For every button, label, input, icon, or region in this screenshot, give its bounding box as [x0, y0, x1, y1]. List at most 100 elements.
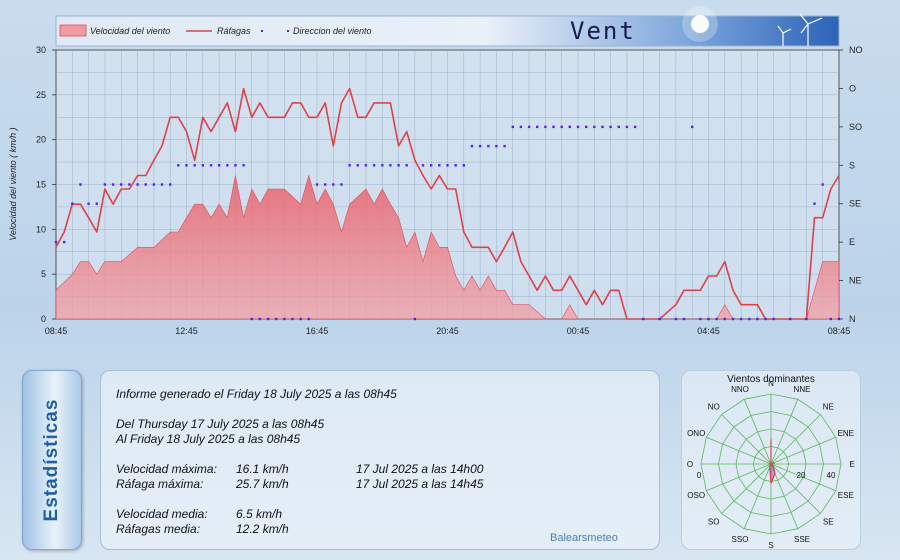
direction-point [576, 125, 580, 129]
rose-dir-label: ONO [687, 429, 705, 438]
x-tick-time: 12:45 [175, 326, 198, 336]
direction-point [658, 317, 661, 321]
direction-point [87, 202, 90, 205]
rose-dir-label: SSO [732, 535, 749, 544]
direction-point [217, 164, 221, 167]
direction-point [324, 183, 327, 186]
direction-point [120, 183, 123, 186]
direction-point [315, 183, 319, 186]
direction-point [283, 317, 286, 321]
y2-tick-label: SO [849, 122, 862, 132]
direction-point [128, 183, 131, 186]
direction-point [266, 317, 270, 321]
direction-point [731, 317, 735, 321]
direction-point [299, 317, 302, 321]
wind-rose-panel: Vientos dominantes N NNE NE ENE E ESE SE SSE S SS… [681, 370, 861, 550]
direction-point [136, 183, 139, 186]
speed-area-path [55, 174, 840, 320]
wind-rose: Vientos dominantes N NNE NE ENE E ESE SE SSE S SS… [687, 374, 855, 550]
x-tick-date: 18/07 [697, 339, 720, 340]
rose-dir-label: NNO [731, 385, 749, 394]
y-tick-label: 10 [36, 224, 46, 234]
wind-chart: 0 5 10 15 20 25 30 N NE E SE S SO O NO 08:45 17/07 12:4… [8, 13, 863, 340]
report-to: Al Friday 18 July 2025 a las 08h45 [116, 432, 301, 446]
rose-dir-label: SO [708, 517, 720, 526]
direction-points [54, 125, 841, 321]
statistics-tab-label: Estadísticas [41, 398, 62, 522]
rose-scale-labels: 0 20 40 [697, 471, 836, 480]
rose-spoke [721, 414, 772, 465]
legend-speed-label: Velocidad del viento [90, 26, 170, 36]
max-gust-label: Ráfaga máxima: [116, 477, 204, 491]
direction-point [250, 317, 253, 321]
rose-spoke [743, 399, 772, 465]
max-speed-value: 16.1 km/h [236, 462, 289, 476]
direction-point [764, 317, 767, 321]
direction-point [152, 183, 156, 186]
direction-point [829, 317, 832, 321]
wind-turbine-icon [777, 13, 823, 46]
direction-point [748, 317, 751, 321]
rose-dir-label: N [768, 379, 774, 388]
direction-point [63, 240, 66, 244]
y-tick-label: 25 [36, 90, 46, 100]
direction-point [446, 164, 449, 167]
legend-dir-swatch-1 [261, 30, 263, 32]
rose-dir-label: ESE [838, 491, 854, 500]
rose-spoke [770, 463, 799, 529]
y2-tick-label: E [849, 237, 855, 247]
y-axis-title: Velocidad del viento ( km/h ) [8, 127, 18, 240]
x-tick-time: 08:45 [45, 326, 68, 336]
statistics-tab[interactable]: Estadísticas [22, 370, 82, 550]
x-tick-time: 00:45 [567, 326, 590, 336]
direction-point [821, 183, 824, 186]
rose-title: Vientos dominantes [727, 374, 815, 385]
direction-point [226, 164, 229, 167]
legend-speed-swatch [59, 24, 87, 37]
direction-point [756, 317, 759, 321]
credit-link[interactable]: Balearsmeteo [550, 532, 618, 544]
y-tick-label: 5 [41, 269, 46, 279]
legend-gust-label: Ráfagas [217, 26, 251, 36]
rose-dir-label: NO [708, 403, 720, 412]
direction-point [813, 202, 816, 205]
direction-point [674, 317, 678, 321]
chart-title: Vent [570, 17, 636, 45]
rose-dir-label: NNE [794, 385, 811, 394]
rose-spoke [770, 463, 821, 514]
avg-speed-value: 6.5 km/h [236, 507, 283, 521]
rose-data-polygon [769, 439, 776, 484]
direction-point [79, 183, 82, 186]
rose-spoke [721, 463, 772, 514]
avg-speed-label: Velocidad media: [116, 507, 208, 521]
rose-data [769, 439, 776, 484]
max-gust-value: 25.7 km/h [236, 477, 289, 491]
y-tick-label: 15 [36, 180, 46, 190]
direction-point [707, 317, 710, 321]
avg-gust-value: 12.2 km/h [236, 522, 289, 536]
direction-point [307, 317, 310, 321]
direction-point [364, 164, 368, 167]
rose-direction-labels: N NNE NE ENE E ESE SE SSE S SSO SO OSO O ONO NO NNO [687, 379, 855, 550]
rose-spoke [770, 399, 799, 465]
y2-tick-label: S [849, 160, 855, 170]
rose-spoke [706, 463, 772, 492]
direction-point [552, 125, 555, 129]
direction-point [536, 125, 539, 129]
direction-point [739, 317, 743, 321]
rose-dir-label: SE [823, 517, 834, 526]
direction-point [430, 164, 433, 167]
legend-dir-label: Direccion del viento [293, 26, 372, 36]
direction-point [438, 164, 441, 167]
x-tick-time: 08:45 [828, 326, 851, 336]
rose-scale-label: 20 [797, 471, 806, 480]
rose-scale-label: 0 [697, 471, 702, 480]
direction-point [421, 164, 425, 167]
x-tick-time: 04:45 [697, 326, 720, 336]
direction-point [291, 317, 294, 321]
x-tick-time: 16:45 [306, 326, 329, 336]
direction-point [275, 317, 278, 321]
direction-point [715, 317, 718, 321]
rose-spoke [743, 463, 772, 529]
x-tick-date: 17/07 [306, 339, 329, 340]
